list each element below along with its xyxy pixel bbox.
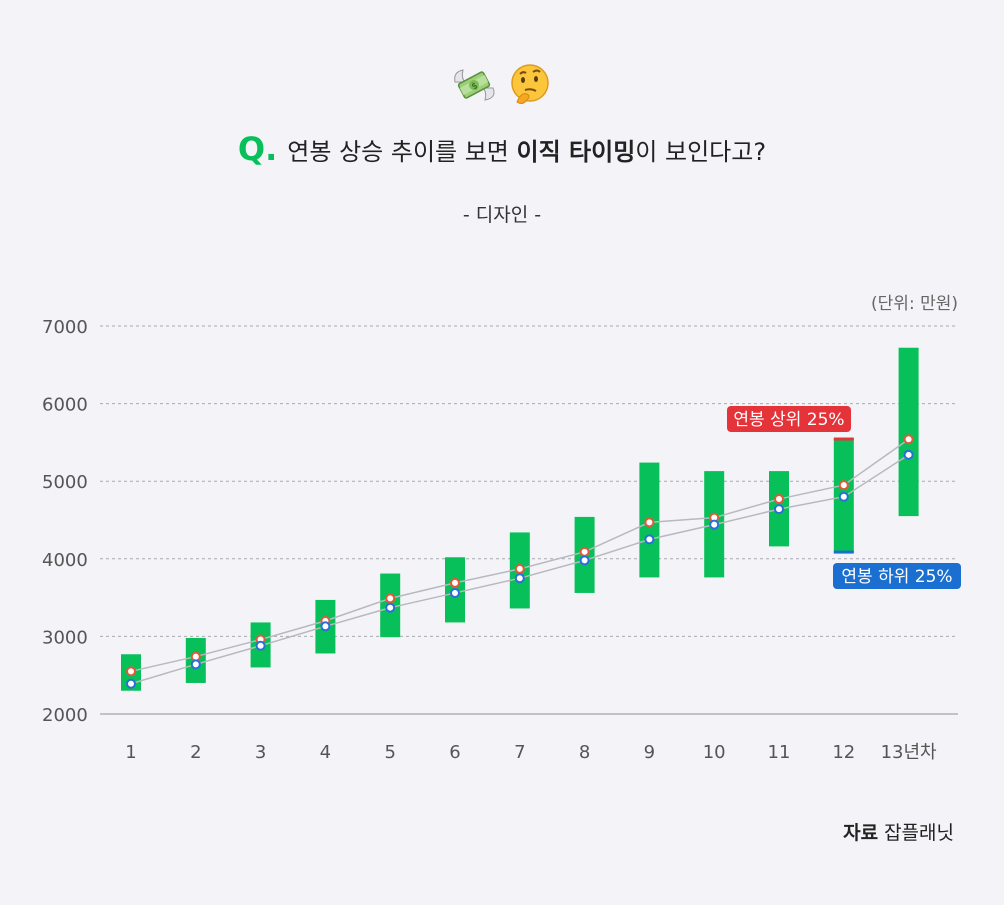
x-tick-label: 9 (644, 742, 655, 763)
upper-25-badge-label: 연봉 상위 25% (733, 410, 844, 430)
lower-25-marker (833, 550, 854, 554)
mean-point (774, 494, 784, 505)
upper-25-badge (727, 406, 851, 432)
x-tick-label: 12 (832, 742, 855, 763)
source-label: 자료 (843, 822, 879, 844)
mean-point (385, 593, 396, 604)
svg-text:$: $ (470, 81, 480, 93)
mean-point (838, 480, 849, 491)
median-point (644, 534, 655, 545)
x-axis: 1 2 3 4 5 6 7 8 9 10 11 12 13년차 (125, 742, 937, 763)
x-tick-label: 10 (703, 742, 726, 763)
grid-layer: 2000 3000 4000 5000 6000 7000 (42, 317, 958, 726)
mean-point (579, 546, 590, 557)
source-credit: 자료 잡플래닛 (843, 818, 954, 845)
median-point (709, 519, 720, 530)
median-point (450, 587, 460, 598)
median-point (514, 573, 525, 584)
title-text-1: 연봉 상승 추이를 보면 (287, 138, 509, 166)
mean-point (514, 563, 525, 574)
unit-label: (단위: 만원) (871, 294, 958, 314)
y-tick-label: 3000 (42, 627, 88, 648)
x-tick-label: 4 (320, 742, 331, 763)
x-tick-label: 5 (384, 742, 395, 763)
chart-title: Q. 연봉 상승 추이를 보면 이직 타이밍이 보인다고? (0, 130, 1004, 168)
x-tick-label: 2 (190, 742, 201, 763)
x-tick-label: 3 (255, 742, 266, 763)
badge-layer: 연봉 상위 25% 연봉 하위 25% (727, 406, 961, 589)
mean-point (903, 434, 914, 445)
title-text-2: 이 보인다고? (635, 138, 767, 166)
emoji-row: $ (0, 62, 1004, 108)
median-point (320, 621, 331, 632)
median-point (774, 504, 784, 515)
thinking-face-icon (511, 64, 549, 105)
x-tick-label: 6 (449, 742, 460, 763)
range-bar (898, 347, 919, 517)
chart-subtitle: - 디자인 - (462, 204, 542, 226)
upper-25-marker (833, 437, 854, 441)
mean-point (644, 517, 655, 528)
y-tick-label: 4000 (42, 550, 88, 571)
median-point (385, 602, 396, 613)
x-tick-label: 7 (514, 742, 525, 763)
title-bold-text: 이직 타이밍 (516, 138, 636, 166)
median-point (255, 640, 266, 651)
y-tick-label: 6000 (42, 395, 88, 416)
x-tick-label: 11 (768, 742, 791, 763)
median-point (838, 491, 849, 502)
median-point (126, 678, 136, 689)
x-tick-label: 8 (579, 742, 590, 763)
y-tick-label: 7000 (42, 317, 88, 338)
y-tick-label: 5000 (42, 472, 88, 493)
q-mark: Q. (237, 130, 278, 168)
source-name: 잡플래닛 (884, 822, 954, 844)
x-tick-label: 1 (125, 742, 136, 763)
median-point (190, 659, 201, 670)
mean-point (126, 666, 136, 677)
y-tick-label: 2000 (42, 705, 88, 726)
median-point (579, 555, 590, 566)
dot-layer (126, 434, 914, 689)
mean-point (450, 577, 460, 588)
median-point (903, 449, 914, 460)
lower-25-badge (833, 563, 961, 589)
money-with-wings-icon: $ (454, 69, 495, 101)
bar-layer (121, 347, 919, 691)
x-tick-label: 13년차 (881, 742, 937, 763)
lower-25-badge-label: 연봉 하위 25% (841, 567, 952, 587)
